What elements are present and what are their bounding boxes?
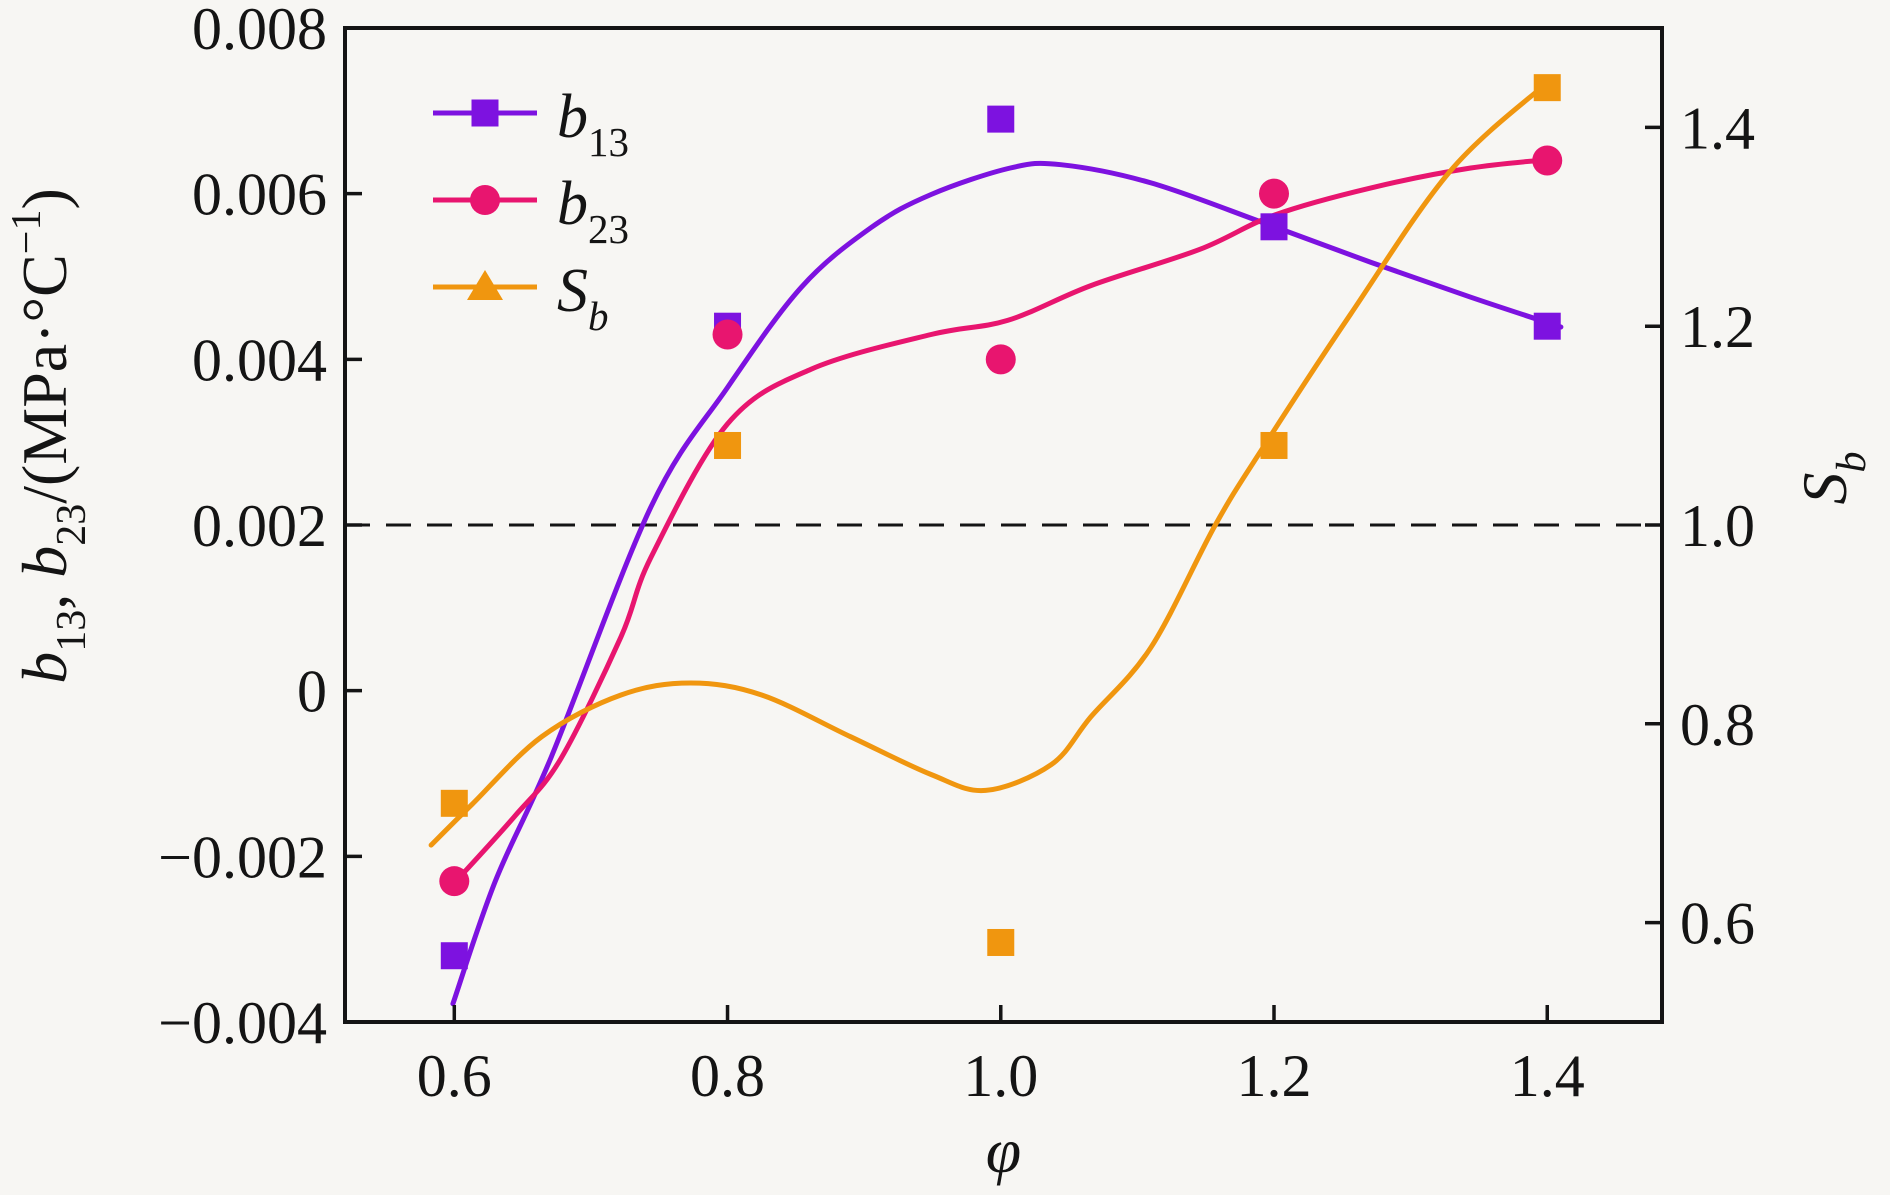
data-point-marker: [987, 928, 1015, 956]
left-tick-label: −0.004: [158, 990, 327, 1056]
left-axis: 0.008 0.006 0.004 0.002 0 −0.002 −0.004: [158, 0, 362, 1056]
legend-item-b23: b23: [433, 170, 629, 252]
data-point-marker: [987, 105, 1015, 133]
right-tick-label: 0.6: [1680, 891, 1755, 957]
legend-label: b23: [557, 170, 629, 252]
data-point-marker: [467, 270, 503, 300]
series-curve-b13: [450, 160, 1564, 1007]
x-axis: 0.6 0.8 1.0 1.2 1.4: [417, 1005, 1585, 1109]
axis-titles: b13, b23/(MPa·°C−1) Sb φ: [4, 188, 1875, 1186]
right-axis-title: Sb: [1789, 452, 1875, 505]
data-point-marker: [439, 866, 470, 897]
legend-item-Sb: Sb: [433, 257, 609, 339]
x-tick-label: 1.2: [1237, 1043, 1312, 1109]
data-point-marker: [714, 431, 742, 459]
data-point-marker: [1533, 74, 1561, 102]
series-curve-b23: [450, 156, 1558, 887]
data-point-marker: [1533, 312, 1561, 340]
left-tick-label: 0.006: [192, 162, 327, 228]
left-tick-label: 0.008: [192, 0, 327, 62]
x-tick-label: 0.6: [417, 1043, 492, 1109]
series-points-Sb: [440, 74, 1561, 956]
data-point-marker: [470, 185, 500, 215]
right-tick-label: 1.2: [1680, 294, 1755, 360]
x-tick-label: 1.0: [963, 1043, 1038, 1109]
data-point-marker: [471, 99, 499, 127]
x-tick-label: 1.4: [1510, 1043, 1585, 1109]
data-point-marker: [1260, 431, 1288, 459]
data-point-marker: [1532, 145, 1563, 176]
left-tick-label: 0.002: [192, 493, 327, 559]
left-tick-label: 0.004: [192, 327, 327, 393]
right-tick-label: 1.4: [1680, 95, 1755, 161]
left-tick-label: −0.002: [158, 824, 327, 890]
right-tick-label: 1.0: [1680, 493, 1755, 559]
right-axis: 1.4 1.2 1.0 0.8 0.6: [1645, 95, 1755, 957]
data-point-marker: [712, 319, 743, 350]
data-point-marker: [440, 942, 468, 970]
data-point-marker: [440, 789, 468, 817]
data-point-marker: [1260, 213, 1288, 241]
legend-label: b13: [557, 83, 629, 165]
data-point-marker: [1259, 178, 1290, 209]
x-axis-title: φ: [986, 1115, 1021, 1186]
data-point-marker: [985, 344, 1016, 375]
left-axis-title: b13, b23/(MPa·°C−1): [4, 188, 95, 684]
legend-item-b13: b13: [433, 83, 629, 165]
series-points-b23: [439, 145, 1563, 897]
legend-label: Sb: [557, 257, 609, 339]
x-tick-label: 0.8: [690, 1043, 765, 1109]
right-tick-label: 0.8: [1680, 692, 1755, 758]
left-tick-label: 0: [297, 659, 327, 725]
series-curve-Sb: [428, 80, 1550, 848]
